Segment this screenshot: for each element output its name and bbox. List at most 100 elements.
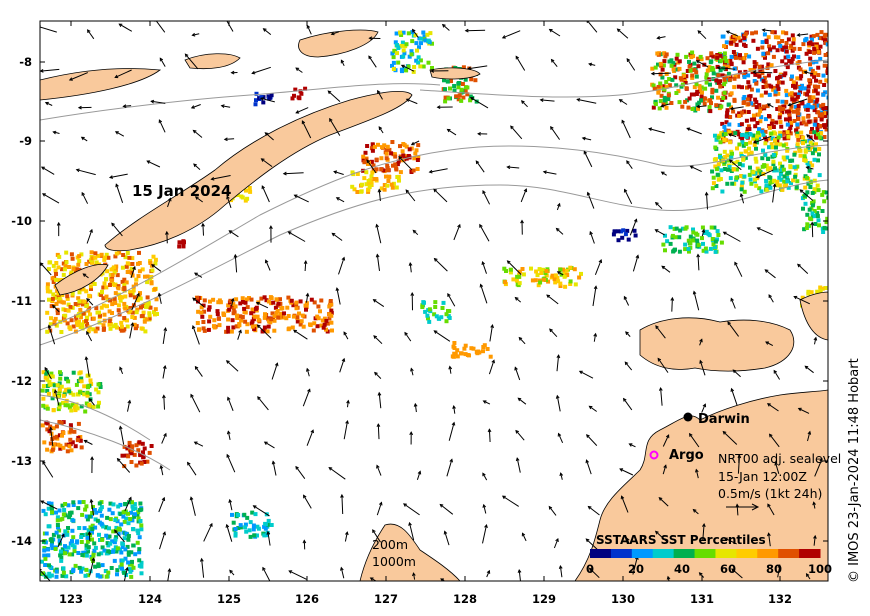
current-arrow-head — [75, 168, 80, 173]
sst-pixel — [778, 172, 783, 177]
sst-pixel — [54, 301, 59, 306]
sst-pixel — [102, 548, 107, 553]
current-arrow-head — [655, 325, 659, 330]
sst-pixel — [116, 284, 121, 289]
sst-pixel — [45, 427, 50, 432]
sst-pixel — [456, 97, 461, 102]
sst-pixel — [79, 376, 84, 381]
sst-pixel — [747, 146, 751, 151]
sst-pixel — [50, 296, 55, 301]
sst-pixel — [108, 322, 113, 326]
sst-pixel — [804, 122, 809, 127]
sst-pixel — [726, 167, 730, 172]
sst-pixel — [793, 174, 798, 179]
sst-pixel — [102, 257, 107, 262]
sst-pixel — [64, 387, 69, 392]
sst-pixel — [126, 560, 131, 565]
current-arrow — [117, 458, 131, 473]
current-arrow-head — [628, 443, 633, 447]
sst-pixel — [137, 440, 142, 445]
sst-pixel — [128, 517, 133, 521]
colorbar — [590, 549, 821, 558]
sst-pixel — [700, 236, 704, 241]
current-arrow-head — [377, 188, 382, 193]
sst-pixel — [703, 96, 708, 101]
current-arrow — [303, 495, 312, 509]
sst-pixel — [759, 93, 764, 98]
sst-pixel — [64, 442, 69, 447]
sst-pixel — [91, 505, 95, 509]
sst-pixel — [732, 76, 737, 81]
current-arrow — [339, 358, 345, 373]
sst-pixel — [612, 229, 617, 234]
sst-pixel — [102, 326, 106, 331]
sst-pixel — [363, 150, 368, 155]
colorbar-swatch — [652, 549, 675, 558]
sst-pixel — [266, 522, 271, 527]
sst-pixel — [727, 77, 732, 82]
current-arrow-head — [190, 105, 195, 109]
sst-pixel — [394, 166, 399, 171]
sst-pixel — [789, 43, 794, 48]
sst-pixel — [818, 124, 823, 128]
sst-pixel — [452, 88, 457, 93]
current-arrow-head — [661, 265, 666, 270]
sst-pixel — [782, 179, 787, 184]
current-arrow — [296, 107, 309, 114]
sst-pixel — [42, 546, 47, 550]
current-arrow-head — [51, 304, 56, 309]
sst-pixel — [795, 179, 800, 184]
sst-pixel — [120, 541, 125, 546]
argo-marker — [649, 450, 659, 460]
sst-pixel — [688, 68, 693, 73]
sst-pixel — [369, 159, 374, 164]
current-arrow — [119, 426, 125, 445]
current-arrow-head — [377, 89, 381, 94]
current-arrow-head — [479, 283, 484, 288]
sst-pixel — [212, 318, 217, 323]
sst-pixel — [143, 274, 147, 279]
sst-pixel — [465, 353, 470, 357]
sst-pixel — [46, 391, 51, 396]
current-arrow — [585, 538, 598, 550]
sst-pixel — [125, 251, 130, 255]
sst-pixel — [785, 65, 790, 70]
sst-pixel — [764, 163, 769, 168]
current-arrow-head — [128, 496, 132, 501]
sst-pixel — [76, 421, 81, 426]
sst-pixel — [77, 254, 82, 259]
sst-pixel — [75, 406, 80, 411]
sst-pixel — [771, 54, 776, 59]
current-arrow — [295, 466, 306, 479]
x-tick-label: 131 — [690, 592, 714, 606]
sst-pixel — [797, 60, 802, 64]
current-arrow-head — [114, 74, 119, 79]
current-arrow — [559, 565, 563, 578]
sst-pixel — [252, 327, 257, 332]
sst-pixel — [736, 35, 741, 40]
sst-pixel — [742, 36, 747, 41]
sst-pixel — [330, 328, 334, 333]
sst-pixel — [238, 301, 243, 306]
sst-pixel — [805, 107, 810, 112]
sst-pixel — [683, 226, 688, 231]
sst-pixel — [766, 62, 771, 67]
current-arrow-head — [699, 359, 703, 364]
current-arrow — [433, 188, 448, 203]
sst-pixel — [266, 324, 271, 329]
current-arrow — [717, 67, 736, 70]
sst-pixel — [60, 573, 65, 578]
current-arrow — [657, 358, 669, 373]
current-arrow — [577, 98, 597, 104]
sst-pixel — [81, 287, 86, 292]
sst-pixel — [768, 166, 773, 171]
current-arrow-head — [727, 321, 731, 326]
sst-pixel — [795, 142, 800, 147]
sst-pixel — [141, 310, 146, 315]
colorbar-tick-label: 100 — [808, 562, 832, 576]
sst-pixel — [764, 38, 769, 43]
sst-pixel — [58, 443, 63, 448]
current-arrow — [593, 333, 597, 342]
sst-pixel — [744, 134, 749, 139]
sst-pixel — [240, 300, 245, 304]
